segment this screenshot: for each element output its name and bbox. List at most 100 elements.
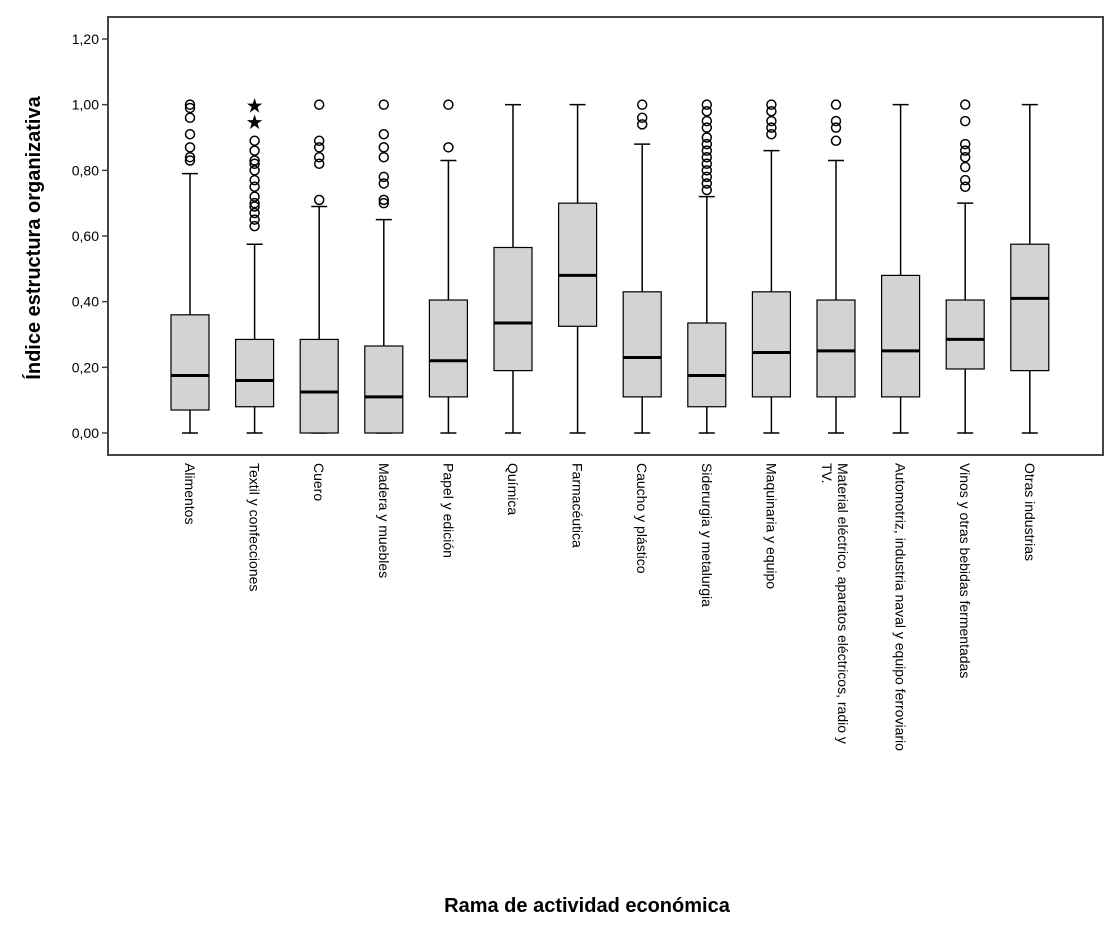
category-box-6 (493, 103, 533, 434)
boxes-layer: ★★ (170, 94, 1050, 434)
x-axis-title: Rama de actividad económica (444, 895, 731, 917)
outlier-point (378, 171, 390, 183)
outlier-point (249, 191, 260, 202)
category-box-8 (622, 99, 662, 434)
category-box-10 (751, 99, 792, 434)
y-tick-label: 0,00 (72, 425, 99, 441)
x-category-label: Química (505, 463, 521, 515)
iqr-box (364, 345, 404, 434)
x-category-label-line: Maquinaria y equipo (763, 463, 779, 589)
outlier-point (766, 99, 777, 110)
outlier-point (378, 194, 390, 206)
outlier-point (313, 194, 325, 206)
outlier-point (184, 102, 196, 114)
iqr-box (428, 299, 468, 398)
outlier-point (184, 151, 196, 163)
x-category-label-line: Madera y muebles (376, 463, 392, 578)
category-box-4 (364, 99, 404, 434)
extreme-point: ★ (246, 94, 264, 118)
x-category-label: Caucho y plástico (634, 463, 650, 574)
outlier-point (249, 214, 260, 225)
x-category-label-line: Siderurgia y metalurgia (699, 463, 715, 607)
category-box-2: ★★ (235, 94, 275, 434)
iqr-box (622, 291, 662, 398)
outlier-point (959, 115, 971, 127)
outlier-point (959, 138, 971, 150)
category-box-5 (428, 99, 468, 434)
outlier-point (313, 142, 325, 153)
x-category-label-line: Alimentos (182, 463, 198, 524)
x-category-label-line: Caucho y plástico (634, 463, 650, 574)
outlier-point (249, 135, 260, 147)
outlier-point (313, 135, 325, 147)
iqr-box (1010, 243, 1050, 372)
outlier-point (701, 178, 713, 189)
category-box-12 (880, 103, 921, 434)
outlier-point (701, 138, 713, 150)
outlier-point (249, 220, 260, 232)
outlier-point (830, 99, 842, 110)
iqr-box (751, 291, 792, 398)
outlier-point (249, 201, 260, 212)
outlier-point (766, 115, 777, 127)
outlier-point (959, 161, 971, 173)
outlier-point (766, 122, 777, 133)
outlier-point (249, 155, 260, 166)
outlier-point (184, 155, 196, 166)
y-tick-label: 0,20 (72, 359, 99, 375)
x-category-label-line: Farmacéutica (570, 463, 586, 548)
outlier-point (701, 158, 713, 170)
x-category-label: Cuero (311, 463, 327, 501)
category-box-13 (945, 99, 985, 434)
outlier-point (959, 181, 971, 192)
iqr-box (299, 338, 339, 434)
x-category-label: Madera y muebles (376, 463, 392, 578)
x-category-label-line: Química (505, 463, 521, 515)
outlier-point (830, 115, 842, 127)
outlier-point (701, 122, 713, 133)
outlier-point (378, 197, 390, 209)
outlier-point (766, 128, 777, 140)
x-category-label: Vinos y otras bebidas fermentadas (957, 463, 973, 678)
x-category-label-line: Otras industrias (1022, 463, 1038, 561)
outlier-point (378, 178, 390, 189)
x-category-label-line: Papel y edición (440, 463, 456, 558)
outlier-point (184, 128, 196, 140)
outlier-point (313, 99, 325, 110)
outlier-point (313, 158, 325, 170)
outlier-point (313, 151, 325, 163)
category-box-14 (1010, 103, 1050, 434)
iqr-box (945, 299, 985, 370)
x-category-label: Otras industrias (1022, 463, 1038, 561)
outlier-point (184, 112, 196, 124)
outlier-point (636, 99, 648, 110)
outlier-point (249, 174, 260, 186)
outlier-point (184, 142, 196, 153)
x-category-label: Siderurgia y metalurgia (699, 463, 715, 607)
category-box-7 (557, 103, 598, 434)
x-category-label-line: Vinos y otras bebidas fermentadas (957, 463, 973, 678)
y-axis-title: Índice estructura organizativa (22, 95, 45, 379)
outlier-point (378, 142, 390, 153)
x-category-label-line: Material eléctrico, aparatos eléctricos,… (835, 463, 851, 744)
outlier-point (701, 165, 713, 176)
outlier-point (443, 142, 454, 153)
outlier-point (249, 207, 260, 219)
x-category-label: Automotriz, industria naval y equipo fer… (893, 463, 909, 751)
y-tick-label: 0,80 (72, 162, 99, 178)
category-box-9 (687, 99, 727, 434)
category-box-11 (816, 99, 856, 434)
outlier-point (959, 174, 971, 186)
outlier-point (830, 122, 842, 133)
x-category-label: Textil y confecciones (247, 463, 263, 591)
outlier-point (378, 128, 390, 140)
iqr-box (493, 246, 533, 372)
outlier-point (959, 145, 971, 156)
outlier-point (249, 145, 260, 156)
y-tick-label: 1,00 (72, 97, 99, 113)
outlier-point (636, 112, 648, 124)
outlier-point (249, 197, 260, 209)
x-category-label-line: Textil y confecciones (247, 463, 263, 591)
